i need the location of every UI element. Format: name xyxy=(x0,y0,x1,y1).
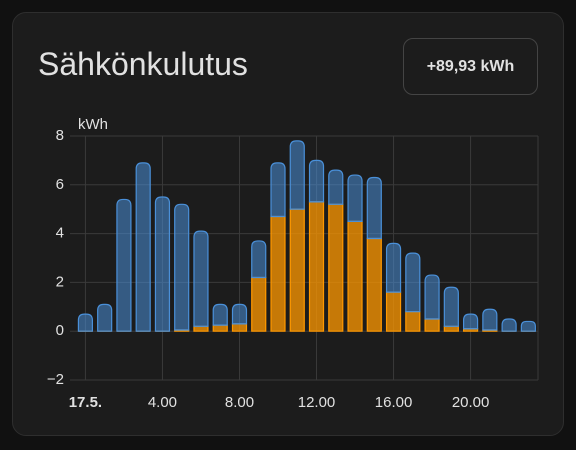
bar xyxy=(289,140,305,210)
bar xyxy=(135,162,151,332)
bar xyxy=(174,203,190,331)
bar xyxy=(154,196,171,332)
bar xyxy=(462,313,479,330)
x-tick-label: 16.00 xyxy=(375,394,413,411)
bar xyxy=(501,318,517,332)
x-tick-label: 17.5. xyxy=(69,394,102,411)
y-tick-label: 6 xyxy=(56,176,64,193)
bar xyxy=(347,174,363,222)
bar xyxy=(443,325,459,332)
bar xyxy=(212,324,228,332)
bar xyxy=(347,220,363,332)
bar xyxy=(116,198,132,332)
bar xyxy=(405,311,421,332)
bar xyxy=(520,320,536,332)
bar xyxy=(289,208,305,332)
bar xyxy=(405,252,421,313)
bar xyxy=(97,303,113,332)
bar xyxy=(231,303,248,325)
bar xyxy=(251,276,267,332)
y-tick-label: 2 xyxy=(56,273,64,290)
bar xyxy=(193,230,209,327)
bar xyxy=(308,159,325,203)
y-tick-label: −2 xyxy=(47,371,64,388)
bar xyxy=(328,203,344,332)
y-tick-label: 0 xyxy=(56,322,64,339)
total-badge[interactable]: +89,93 kWh xyxy=(403,38,538,95)
x-tick-label: 8.00 xyxy=(225,394,254,411)
bar xyxy=(366,237,382,332)
y-tick-label: 4 xyxy=(56,225,64,242)
bar xyxy=(366,176,382,240)
bar xyxy=(482,308,498,331)
card xyxy=(12,12,564,436)
bar xyxy=(270,215,286,332)
bar xyxy=(385,242,402,293)
x-tick-label: 4.00 xyxy=(148,394,177,411)
x-tick-label: 20.00 xyxy=(452,394,490,411)
bar xyxy=(193,325,209,332)
bar xyxy=(270,162,286,218)
card-title: Sähkönkulutus xyxy=(38,46,248,82)
bar xyxy=(77,313,94,332)
bar xyxy=(328,169,344,205)
bar xyxy=(385,291,402,332)
bar xyxy=(424,318,440,332)
bar xyxy=(424,274,440,320)
bar xyxy=(251,240,267,279)
bar xyxy=(443,286,459,327)
bar xyxy=(231,323,248,332)
y-axis-label: kWh xyxy=(78,116,108,133)
y-tick-label: 8 xyxy=(56,127,64,144)
bar xyxy=(212,303,228,326)
x-tick-label: 12.00 xyxy=(298,394,336,411)
bar xyxy=(308,201,325,332)
